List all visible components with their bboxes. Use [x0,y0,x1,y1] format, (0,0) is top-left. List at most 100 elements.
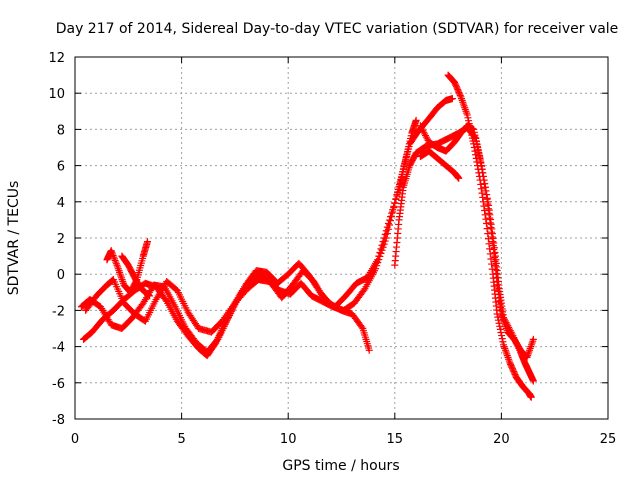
y-tick-label: 6 [57,160,65,175]
data-point [416,122,424,130]
data-point [380,240,388,248]
y-tick-label: -2 [52,304,65,319]
data-point [486,245,494,253]
data-point [487,255,495,263]
data-point [488,233,496,241]
data-point [146,292,154,300]
data-point [381,237,389,245]
data-point [378,246,386,254]
data-point [379,243,387,251]
data-point [421,130,429,138]
data-point [365,346,373,354]
data-point [475,169,483,177]
data-point [473,158,481,166]
data-point [499,338,507,346]
data-point [496,325,504,333]
data-point [387,217,395,225]
y-tick-label: 12 [48,51,65,66]
data-point [495,319,503,327]
y-tick-label: -8 [52,413,65,428]
series-track-3 [82,95,456,336]
data-point [377,249,385,257]
data-point [529,377,537,385]
data-point [486,250,494,258]
data-point [112,258,120,266]
x-tick-label: 5 [177,432,185,447]
data-point [472,151,480,159]
data-point [470,140,478,148]
series-track-9 [416,147,463,182]
data-point [389,208,397,216]
data-point [482,187,490,195]
x-tick-label: 20 [493,432,510,447]
data-point [145,291,153,299]
data-point [494,313,502,321]
data-point [423,135,431,143]
y-tick-label: 4 [57,196,65,211]
y-axis-label: SDTVAR / TECUs [6,181,22,296]
data-point [486,214,494,222]
x-axis-label: GPS time / hours [282,458,399,474]
data-point [420,128,428,136]
chart-title: Day 217 of 2014, Sidereal Day-to-day VTE… [56,21,619,37]
data-point [388,212,396,220]
data-point [382,234,390,242]
data-point [488,265,496,273]
data-point [143,238,151,246]
data-point [494,316,502,324]
data-point [482,191,490,199]
data-point [484,200,492,208]
series-track-5 [118,252,154,300]
data-point [485,209,493,217]
data-point [144,290,152,298]
data-point [484,235,492,243]
data-point [111,256,119,264]
data-point [479,193,487,201]
data-point [483,225,491,233]
data-point [385,221,393,229]
y-tick-label: -4 [52,341,65,356]
series-track-8 [444,71,535,401]
data-point [477,180,485,188]
x-tick-label: 25 [600,432,617,447]
data-point [376,252,384,260]
data-point [493,310,501,318]
data-point [110,253,118,261]
data-point [487,224,495,232]
data-point [527,393,535,401]
data-point [474,162,482,170]
data-point [476,176,484,184]
series-track-7 [416,122,537,361]
data-points [77,71,537,401]
data-point [496,322,504,330]
data-point [109,252,117,260]
data-point [419,127,427,135]
data-point [478,189,486,197]
data-point [471,147,479,155]
data-point [498,335,506,343]
data-point [482,215,490,223]
data-point [498,332,506,340]
data-point [456,91,464,99]
x-tick-label: 10 [280,432,297,447]
data-point [455,174,463,182]
data-point [373,262,381,270]
data-point [482,220,490,228]
data-point [392,195,400,203]
data-point [488,260,496,268]
data-point [391,199,399,207]
data-point [481,206,489,214]
data-point [390,204,398,212]
y-tick-label: 10 [48,87,65,102]
data-point [472,154,480,162]
data-point [470,144,478,151]
data-point [422,132,430,140]
x-tick-label: 0 [71,432,79,447]
data-point [418,125,426,133]
data-point [486,219,494,227]
data-point [417,123,425,131]
y-tick-label: 0 [57,268,65,283]
data-point [383,230,391,238]
data-point [529,335,537,343]
